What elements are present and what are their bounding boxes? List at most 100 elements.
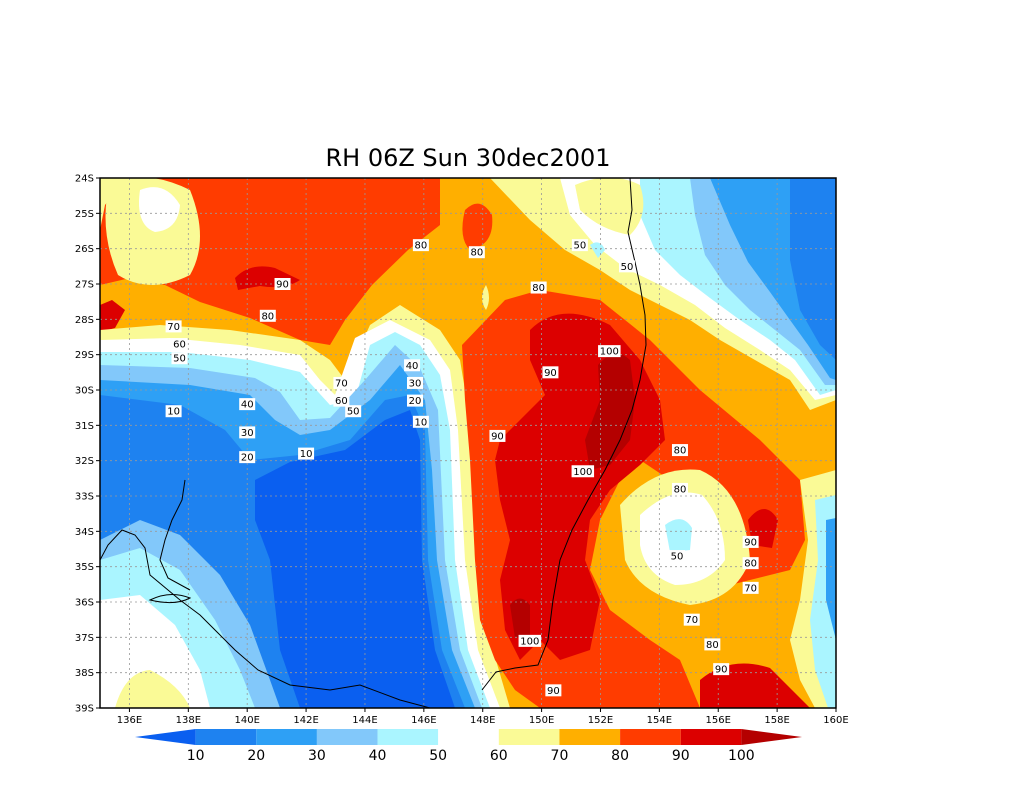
contour-label-text: 80 <box>532 283 545 294</box>
region-60-70-nw <box>100 178 125 230</box>
contour-label-bg <box>518 634 542 647</box>
contour-label-text: 40 <box>406 361 419 372</box>
contour-label-bg <box>468 246 485 259</box>
contour-label-text: 30 <box>409 378 422 389</box>
lon-tick-label: 138E <box>176 715 201 726</box>
contour-label-bg <box>530 281 547 294</box>
contour-label: 50 <box>171 352 188 365</box>
contour-label-text: 90 <box>276 280 289 291</box>
contour-label-text: 10 <box>300 449 313 460</box>
contour-label: 100 <box>598 345 621 358</box>
colorbar-label: 10 <box>187 748 205 764</box>
contour-label-bg <box>407 394 424 407</box>
colorbar-segment <box>498 729 560 745</box>
contour-label-bg <box>742 581 759 594</box>
latitude-ticks: 24S 25S 26S 27S 28S 29S 30S 31S 32S 33S 34S 35S 36S 3… <box>75 174 100 715</box>
lat-tick-label: 30S <box>75 386 94 397</box>
region-40-50-coast <box>590 242 605 258</box>
contour-label: 50 <box>669 550 686 563</box>
lon-tick-label: 136E <box>117 715 142 726</box>
colorbar-label: 80 <box>611 748 629 764</box>
colorbar-label: 20 <box>247 748 265 764</box>
contour-label: 20 <box>407 394 424 407</box>
contour-label-bg <box>683 613 700 626</box>
contour-label-text: 100 <box>520 636 539 647</box>
colorbar-segment <box>741 729 802 745</box>
contour-label-text: 100 <box>573 467 592 478</box>
plot-frame <box>99 177 837 709</box>
map-title: RH 06Z Sun 30dec2001 <box>325 144 610 172</box>
lat-tick-label: 26S <box>75 244 94 255</box>
contour-label: 80 <box>468 246 485 259</box>
contour-label: 40 <box>404 359 421 372</box>
lat-tick-label: 37S <box>75 633 94 644</box>
contour-label-bg <box>669 550 686 563</box>
contour-label-text: 70 <box>685 615 698 626</box>
contour-label-bg <box>742 557 759 570</box>
contour-label-bg <box>671 482 688 495</box>
lat-tick-label: 35S <box>75 562 94 573</box>
contour-label: 30 <box>239 426 256 439</box>
colorbar-segment <box>559 729 621 745</box>
rh-field: 8080908080706050505010090403070605020101… <box>100 178 836 708</box>
contour-label-text: 70 <box>167 322 180 333</box>
lon-tick-label: 144E <box>352 715 377 726</box>
longitude-ticks: 136E 138E 140E 142E 144E 146E 148E 150E 152E 154E… <box>117 708 849 726</box>
contour-label-bg <box>571 239 588 252</box>
colorbar-segment <box>377 729 439 745</box>
contour-label: 80 <box>671 482 688 495</box>
colorbar-label: 40 <box>369 748 387 764</box>
lat-tick-label: 29S <box>75 350 94 361</box>
contour-label-text: 10 <box>415 417 428 428</box>
contour-label-bg <box>489 429 506 442</box>
lon-tick-label: 160E <box>823 715 848 726</box>
lat-tick-label: 24S <box>75 174 94 185</box>
contour-label-bg <box>412 415 429 428</box>
contour-label-text: 10 <box>167 407 180 418</box>
contour-label-text: 80 <box>674 484 687 495</box>
contour-label-text: 70 <box>335 378 348 389</box>
lon-tick-label: 158E <box>764 715 789 726</box>
contour-label-bg <box>333 394 350 407</box>
contour-label: 20 <box>239 451 256 464</box>
lon-tick-label: 146E <box>411 715 436 726</box>
lon-tick-label: 142E <box>293 715 318 726</box>
contour-label-bg <box>618 260 635 273</box>
coastline-gulf <box>159 479 191 591</box>
contour-label: 90 <box>545 684 562 697</box>
contour-label-bg <box>274 278 291 290</box>
contour-label: 10 <box>412 415 429 428</box>
contour-label-text: 80 <box>674 446 687 457</box>
contour-label-text: 60 <box>335 396 348 407</box>
region-50-60-sw <box>100 595 210 708</box>
contour-label-text: 90 <box>715 665 728 676</box>
contour-label-bg <box>165 320 182 333</box>
contour-label-text: 70 <box>744 583 757 594</box>
region-20-30-east <box>826 518 836 640</box>
lat-tick-label: 36S <box>75 598 94 609</box>
colorbar-segment <box>438 729 499 745</box>
contour-label: 50 <box>571 239 588 252</box>
contour-label: 100 <box>518 634 542 647</box>
colorbar-segment <box>135 729 196 745</box>
region-60-70-speck <box>482 285 489 310</box>
lat-tick-label: 31S <box>75 421 94 432</box>
contour-label-bg <box>345 405 362 418</box>
contour-label: 80 <box>530 281 547 294</box>
lon-tick-label: 140E <box>234 715 259 726</box>
contour-label: 80 <box>412 239 429 252</box>
contour-label: 90 <box>274 278 291 291</box>
contour-label-text: 20 <box>409 396 422 407</box>
contour-label: 90 <box>713 663 730 676</box>
contour-label: 10 <box>165 405 182 418</box>
colorbar: 10 20 30 40 50 60 70 80 90 100 <box>135 729 802 764</box>
contour-label-text: 40 <box>241 400 254 411</box>
contour-label: 90 <box>489 429 506 442</box>
colorbar-segment <box>256 729 317 745</box>
contour-label-text: 50 <box>671 552 684 563</box>
contour-label: 60 <box>333 394 350 407</box>
contour-label: 100 <box>571 465 595 478</box>
colorbar-label: 100 <box>728 748 755 764</box>
contour-label-bg <box>239 426 256 439</box>
coastline-island <box>148 594 192 604</box>
